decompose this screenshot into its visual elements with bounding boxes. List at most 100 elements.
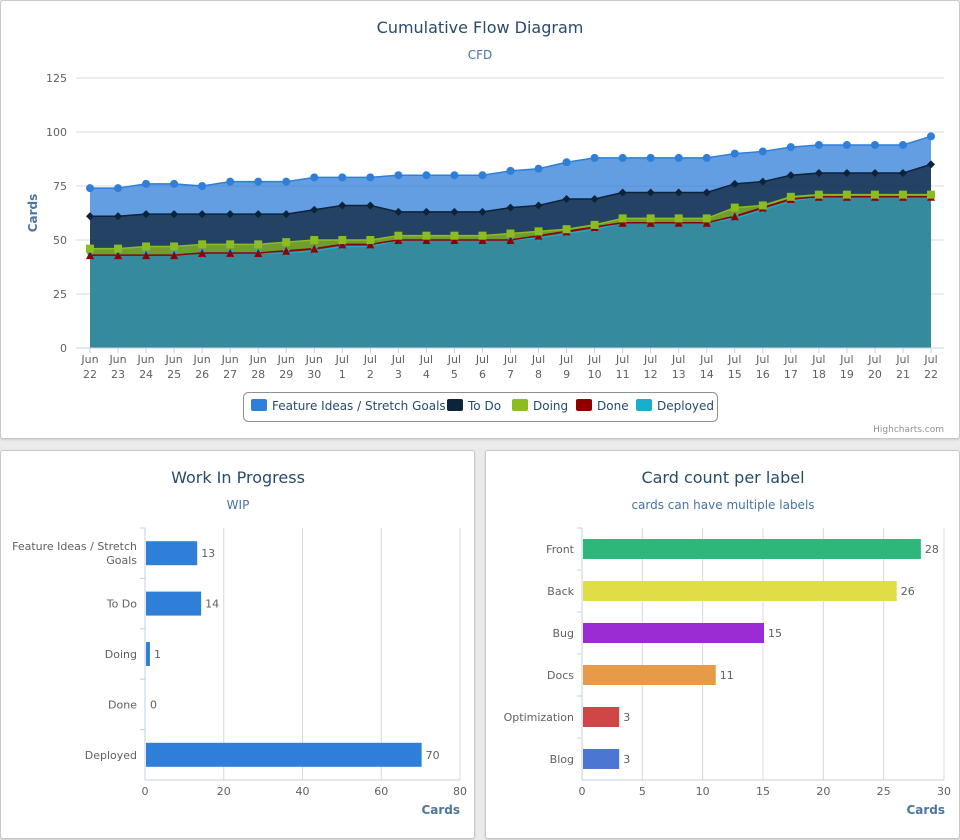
cfd-point[interactable] <box>618 218 627 227</box>
cfd-point[interactable] <box>478 236 487 244</box>
cfd-point[interactable] <box>702 188 711 197</box>
label-chart-bar[interactable] <box>583 665 716 685</box>
cfd-point[interactable] <box>310 244 319 253</box>
cfd-point[interactable] <box>394 171 403 180</box>
cfd-point[interactable] <box>478 231 487 240</box>
cfd-point[interactable] <box>927 132 935 141</box>
wip-bar[interactable] <box>146 541 198 566</box>
cfd-point[interactable] <box>562 225 571 234</box>
label-chart-bar[interactable] <box>583 707 620 727</box>
cfd-point[interactable] <box>730 149 739 158</box>
cfd-point[interactable] <box>114 184 123 193</box>
cfd-point[interactable] <box>254 177 263 186</box>
cfd-point[interactable] <box>142 210 151 219</box>
cfd-point[interactable] <box>590 194 599 203</box>
cfd-point[interactable] <box>422 207 431 216</box>
cfd-point[interactable] <box>198 182 207 190</box>
cfd-point[interactable] <box>198 248 207 257</box>
cfd-point[interactable] <box>170 242 179 251</box>
cfd-point[interactable] <box>702 153 711 162</box>
cfd-point[interactable] <box>702 218 711 227</box>
cfd-point[interactable] <box>170 179 179 188</box>
cfd-point[interactable] <box>758 177 767 186</box>
cfd-point[interactable] <box>590 220 599 229</box>
cfd-point[interactable] <box>674 214 683 223</box>
cfd-point[interactable] <box>870 190 879 199</box>
cfd-point[interactable] <box>814 169 823 178</box>
cfd-point[interactable] <box>506 236 515 244</box>
cfd-point[interactable] <box>226 240 235 249</box>
cfd-point[interactable] <box>254 240 263 249</box>
label-chart-bar[interactable] <box>583 623 764 643</box>
wip-bar[interactable] <box>146 642 150 666</box>
cfd-point[interactable] <box>646 218 655 227</box>
cfd-point[interactable] <box>422 171 431 180</box>
cfd-point[interactable] <box>310 173 319 182</box>
label-chart-bar[interactable] <box>583 581 897 601</box>
cfd-point[interactable] <box>618 214 627 223</box>
cfd-point[interactable] <box>674 188 683 197</box>
cfd-point[interactable] <box>114 251 123 260</box>
cfd-point[interactable] <box>450 171 459 180</box>
cfd-point[interactable] <box>226 177 235 186</box>
cfd-point[interactable] <box>814 190 823 199</box>
cfd-point[interactable] <box>142 251 151 260</box>
cfd-point[interactable] <box>282 246 291 255</box>
cfd-point[interactable] <box>366 240 375 249</box>
cfd-point[interactable] <box>394 231 403 240</box>
cfd-point[interactable] <box>366 236 375 244</box>
cfd-point[interactable] <box>702 214 711 223</box>
cfd-point[interactable] <box>338 201 347 210</box>
cfd-point[interactable] <box>562 194 571 203</box>
cfd-point[interactable] <box>730 179 739 188</box>
cfd-point[interactable] <box>450 231 459 240</box>
cfd-point[interactable] <box>170 210 179 219</box>
cfd-point[interactable] <box>366 201 375 210</box>
cfd-point[interactable] <box>142 242 151 251</box>
cfd-point[interactable] <box>114 244 123 253</box>
cfd-point[interactable] <box>842 140 851 149</box>
cfd-point[interactable] <box>310 205 319 214</box>
cfd-point[interactable] <box>786 171 795 180</box>
cfd-point[interactable] <box>898 140 907 149</box>
cfd-point[interactable] <box>422 231 431 240</box>
cfd-point[interactable] <box>534 231 543 240</box>
cfd-point[interactable] <box>338 173 347 182</box>
cfd-point[interactable] <box>898 190 907 199</box>
cfd-point[interactable] <box>310 236 319 244</box>
cfd-point[interactable] <box>618 153 627 162</box>
cfd-point[interactable] <box>478 171 487 180</box>
cfd-point[interactable] <box>450 207 459 216</box>
cfd-point[interactable] <box>394 236 403 244</box>
cfd-point[interactable] <box>226 210 235 219</box>
cfd-point[interactable] <box>534 201 543 210</box>
cfd-point[interactable] <box>198 240 207 249</box>
cfd-point[interactable] <box>842 190 851 199</box>
cfd-point[interactable] <box>86 251 94 260</box>
cfd-point[interactable] <box>534 164 543 173</box>
cfd-point[interactable] <box>198 210 207 219</box>
legend-item-to-do[interactable]: To Do <box>447 399 501 413</box>
wip-bar[interactable] <box>146 742 422 767</box>
cfd-point[interactable] <box>394 207 403 216</box>
cfd-point[interactable] <box>142 179 151 188</box>
cfd-point[interactable] <box>86 212 94 221</box>
cfd-point[interactable] <box>730 212 739 221</box>
cfd-point[interactable] <box>898 169 907 178</box>
cfd-point[interactable] <box>786 143 795 152</box>
cfd-point[interactable] <box>506 203 515 212</box>
cfd-point[interactable] <box>590 153 599 162</box>
cfd-point[interactable] <box>506 166 515 175</box>
label-chart-bar[interactable] <box>583 539 921 559</box>
cfd-point[interactable] <box>730 203 739 212</box>
cfd-point[interactable] <box>842 169 851 178</box>
cfd-point[interactable] <box>282 210 291 219</box>
cfd-point[interactable] <box>870 140 879 149</box>
cfd-point[interactable] <box>927 160 935 169</box>
cfd-point[interactable] <box>254 210 263 219</box>
cfd-point[interactable] <box>450 236 459 244</box>
cfd-point[interactable] <box>758 201 767 210</box>
cfd-point[interactable] <box>618 188 627 197</box>
cfd-point[interactable] <box>674 218 683 227</box>
cfd-point[interactable] <box>282 177 291 186</box>
